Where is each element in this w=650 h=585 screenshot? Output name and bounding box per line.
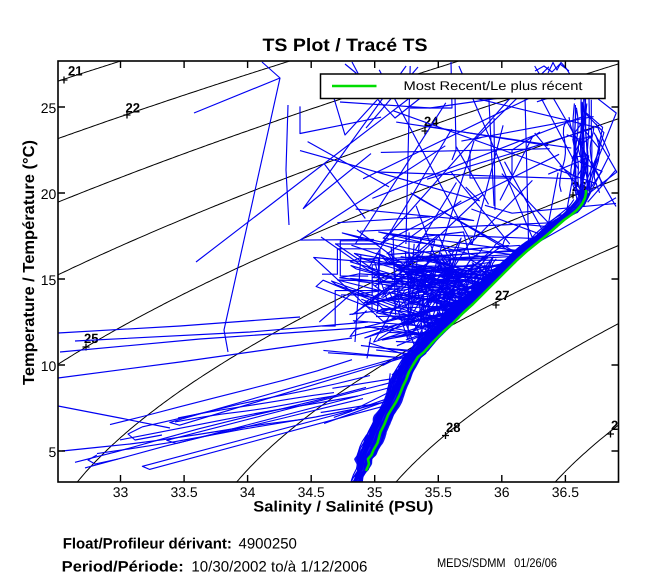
- svg-text:5: 5: [49, 444, 57, 460]
- svg-text:28: 28: [446, 420, 461, 435]
- svg-text:33.5: 33.5: [170, 484, 197, 500]
- svg-text:21: 21: [68, 64, 83, 79]
- svg-text:4900250: 4900250: [239, 536, 297, 553]
- svg-text:33: 33: [113, 484, 129, 500]
- svg-text:25: 25: [41, 100, 57, 116]
- svg-text:36.5: 36.5: [552, 484, 579, 500]
- svg-text:35: 35: [367, 484, 383, 500]
- svg-text:10: 10: [41, 358, 57, 374]
- svg-text:25: 25: [84, 331, 99, 346]
- svg-text:Salinity / Salinité (PSU): Salinity / Salinité (PSU): [253, 498, 433, 515]
- svg-text:MEDS/SDMM 01/26/06: MEDS/SDMM 01/26/06: [437, 556, 557, 570]
- svg-text:TS Plot / Tracé TS: TS Plot / Tracé TS: [263, 35, 428, 55]
- svg-text:36: 36: [494, 484, 510, 500]
- svg-text:34.5: 34.5: [298, 484, 325, 500]
- svg-text:Period/Période:: Period/Période:: [62, 559, 184, 576]
- svg-text:15: 15: [41, 272, 57, 288]
- svg-text:10/30/2002 to/à 1/12/2006: 10/30/2002 to/à 1/12/2006: [191, 559, 367, 576]
- svg-text:29: 29: [611, 418, 626, 433]
- svg-text:Float/Profileur dérivant:: Float/Profileur dérivant:: [63, 536, 232, 553]
- svg-text:34: 34: [240, 484, 256, 500]
- svg-text:22: 22: [126, 101, 141, 116]
- svg-text:Temperature / Température (°C): Temperature / Température (°C): [21, 140, 38, 385]
- svg-text:35.5: 35.5: [425, 484, 452, 500]
- svg-text:20: 20: [41, 186, 57, 202]
- svg-text:27: 27: [495, 288, 510, 303]
- svg-text:Most Recent/Le plus récent: Most Recent/Le plus récent: [404, 79, 584, 93]
